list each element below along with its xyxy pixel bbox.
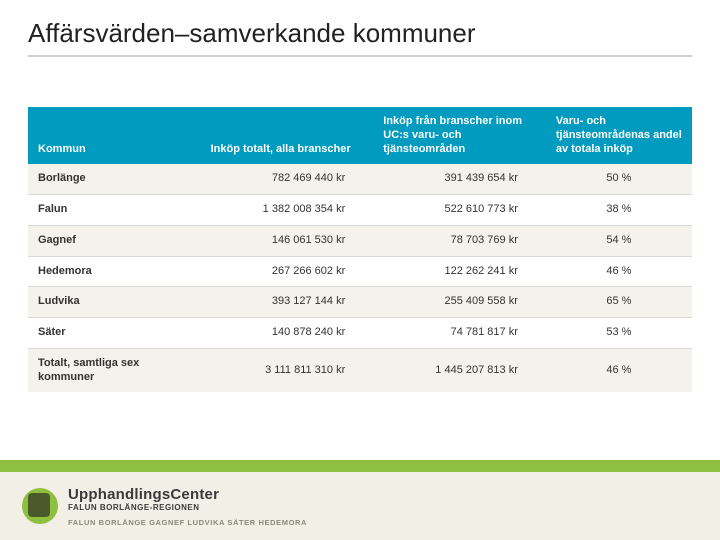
table-area: Kommun Inköp totalt, alla branscher Inkö… <box>0 63 720 392</box>
cell-share: 46 % <box>546 348 692 392</box>
cell-label: Säter <box>28 318 201 349</box>
table-row: Falun1 382 008 354 kr522 610 773 kr38 % <box>28 195 692 226</box>
cell-total: 1 382 008 354 kr <box>201 195 374 226</box>
cell-share: 46 % <box>546 256 692 287</box>
cell-share: 50 % <box>546 164 692 194</box>
cell-label: Gagnef <box>28 225 201 256</box>
table-row: Säter140 878 240 kr74 781 817 kr53 % <box>28 318 692 349</box>
cell-label: Ludvika <box>28 287 201 318</box>
footer-band <box>0 460 720 472</box>
th-uc: Inköp från branscher inom UC:s varu- och… <box>373 107 546 164</box>
cell-uc: 522 610 773 kr <box>373 195 546 226</box>
table-row: Borlänge782 469 440 kr391 439 654 kr50 % <box>28 164 692 194</box>
cell-uc: 74 781 817 kr <box>373 318 546 349</box>
title-underline <box>28 55 692 57</box>
cell-total: 782 469 440 kr <box>201 164 374 194</box>
cell-uc: 255 409 558 kr <box>373 287 546 318</box>
table-row: Hedemora267 266 602 kr122 262 241 kr46 % <box>28 256 692 287</box>
cell-uc: 391 439 654 kr <box>373 164 546 194</box>
cell-uc: 122 262 241 kr <box>373 256 546 287</box>
brand-sub: FALUN BORLÄNGE-REGIONEN <box>68 503 307 512</box>
logo-icon <box>22 488 58 524</box>
th-total: Inköp totalt, alla branscher <box>201 107 374 164</box>
logo-inner-icon <box>28 493 50 517</box>
cell-share: 38 % <box>546 195 692 226</box>
th-kommun: Kommun <box>28 107 201 164</box>
cell-label: Hedemora <box>28 256 201 287</box>
data-table: Kommun Inköp totalt, alla branscher Inkö… <box>28 107 692 392</box>
page-title: Affärsvärden–samverkande kommuner <box>28 18 692 49</box>
table-body: Borlänge782 469 440 kr391 439 654 kr50 %… <box>28 164 692 392</box>
table-row: Gagnef146 061 530 kr78 703 769 kr54 % <box>28 225 692 256</box>
cell-uc: 1 445 207 813 kr <box>373 348 546 392</box>
cell-total: 393 127 144 kr <box>201 287 374 318</box>
cell-total: 267 266 602 kr <box>201 256 374 287</box>
cell-share: 53 % <box>546 318 692 349</box>
footer: UpphandlingsCenter FALUN BORLÄNGE-REGION… <box>0 460 720 540</box>
cell-label: Totalt, samtliga sex kommuner <box>28 348 201 392</box>
cell-uc: 78 703 769 kr <box>373 225 546 256</box>
brand-block: UpphandlingsCenter FALUN BORLÄNGE-REGION… <box>68 486 307 527</box>
cell-total: 140 878 240 kr <box>201 318 374 349</box>
table-row: Ludvika393 127 144 kr255 409 558 kr65 % <box>28 287 692 318</box>
title-block: Affärsvärden–samverkande kommuner <box>0 0 720 63</box>
footer-content: UpphandlingsCenter FALUN BORLÄNGE-REGION… <box>0 472 720 540</box>
brand-line: FALUN BORLÄNGE GAGNEF LUDVIKA SÄTER HEDE… <box>68 518 307 527</box>
brand-main: UpphandlingsCenter <box>68 486 307 503</box>
cell-label: Borlänge <box>28 164 201 194</box>
slide: Affärsvärden–samverkande kommuner Kommun… <box>0 0 720 540</box>
cell-total: 146 061 530 kr <box>201 225 374 256</box>
table-row: Totalt, samtliga sex kommuner3 111 811 3… <box>28 348 692 392</box>
th-share: Varu- och tjänsteområdenas andel av tota… <box>546 107 692 164</box>
cell-total: 3 111 811 310 kr <box>201 348 374 392</box>
cell-share: 54 % <box>546 225 692 256</box>
cell-share: 65 % <box>546 287 692 318</box>
cell-label: Falun <box>28 195 201 226</box>
table-header-row: Kommun Inköp totalt, alla branscher Inkö… <box>28 107 692 164</box>
